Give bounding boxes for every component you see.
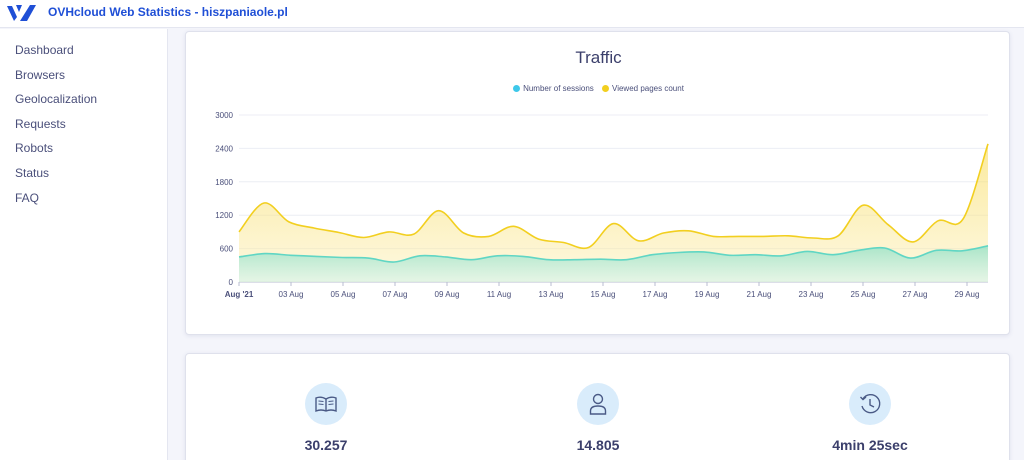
- stat-page-views: 30.257: [276, 383, 376, 453]
- x-tick-label: 09 Aug: [435, 290, 460, 299]
- stat-value: 4min 25sec: [832, 437, 908, 453]
- y-tick-label: 1200: [215, 211, 233, 220]
- stats-card: 30.257 14.805 4min 25sec: [185, 353, 1010, 460]
- pages-series-area: [239, 143, 988, 282]
- stat-value: 30.257: [304, 437, 348, 453]
- sidebar-item-robots[interactable]: Robots: [15, 141, 54, 156]
- x-tick-label: 29 Aug: [955, 290, 980, 299]
- pages-dot-icon: [602, 85, 610, 92]
- legend-item-pages[interactable]: Viewed pages count: [602, 84, 684, 93]
- x-tick-label: Aug '21: [225, 290, 254, 299]
- sidebar-item-browsers[interactable]: Browsers: [15, 67, 66, 82]
- x-tick-label: 25 Aug: [851, 290, 876, 299]
- x-tick-label: 03 Aug: [279, 290, 304, 299]
- x-tick-label: 07 Aug: [383, 290, 408, 299]
- sessions-dot-icon: [513, 85, 521, 92]
- legend-pages-label: Viewed pages count: [612, 84, 684, 93]
- x-tick-label: 13 Aug: [539, 290, 564, 299]
- x-tick-label: 17 Aug: [643, 290, 668, 299]
- x-tick-label: 19 Aug: [695, 290, 720, 299]
- stat-value: 14.805: [576, 437, 620, 453]
- stat-average-duration: 4min 25sec: [820, 383, 920, 453]
- app-title: OVHcloud Web Statistics - hiszpaniaole.p…: [48, 5, 288, 19]
- sidebar-item-requests[interactable]: Requests: [15, 116, 66, 131]
- pages-series-line[interactable]: [238, 143, 989, 250]
- traffic-card: Traffic Number of sessions Viewed pages …: [185, 31, 1010, 335]
- chart-legend: Number of sessions Viewed pages count: [186, 84, 1011, 93]
- sidebar-item-dashboard[interactable]: Dashboard: [15, 43, 74, 57]
- y-tick-label: 600: [220, 245, 234, 254]
- traffic-chart: 0 600 1200 1800 2400 3000 Aug '21 03 Aug 05 Aug 0…: [215, 111, 989, 299]
- y-tick-label: 2400: [215, 144, 233, 153]
- clock-icon: [849, 383, 891, 425]
- x-tick-label: 23 Aug: [799, 290, 824, 299]
- sidebar-item-faq[interactable]: FAQ: [15, 190, 40, 205]
- sidebar-item-status[interactable]: Status: [15, 165, 50, 180]
- x-tick-label: 11 Aug: [487, 290, 511, 299]
- sessions-series-line[interactable]: [238, 245, 989, 263]
- legend-sessions-label: Number of sessions: [523, 84, 594, 93]
- y-tick-label: 3000: [215, 111, 233, 120]
- stat-visitors: 14.805: [548, 383, 648, 453]
- y-tick-label: 1800: [215, 178, 233, 187]
- chart-title: Traffic: [575, 48, 622, 67]
- top-bar: OVHcloud Web Statistics - hiszpaniaole.p…: [0, 0, 1024, 28]
- ovhcloud-logo-icon[interactable]: [6, 3, 38, 23]
- x-tick-label: 21 Aug: [747, 290, 772, 299]
- x-tick-label: 27 Aug: [903, 290, 928, 299]
- sidebar-item-geolocalization[interactable]: Geolocalization: [15, 92, 98, 107]
- sidebar: Dashboard Browsers Geolocalization Reque…: [0, 29, 168, 460]
- user-icon: [577, 383, 619, 425]
- book-icon: [305, 383, 347, 425]
- sessions-series-area: [239, 245, 988, 282]
- y-tick-label: 0: [229, 278, 234, 287]
- legend-item-sessions[interactable]: Number of sessions: [513, 84, 594, 93]
- x-tick-label: 15 Aug: [591, 290, 616, 299]
- x-tick-label: 05 Aug: [331, 290, 356, 299]
